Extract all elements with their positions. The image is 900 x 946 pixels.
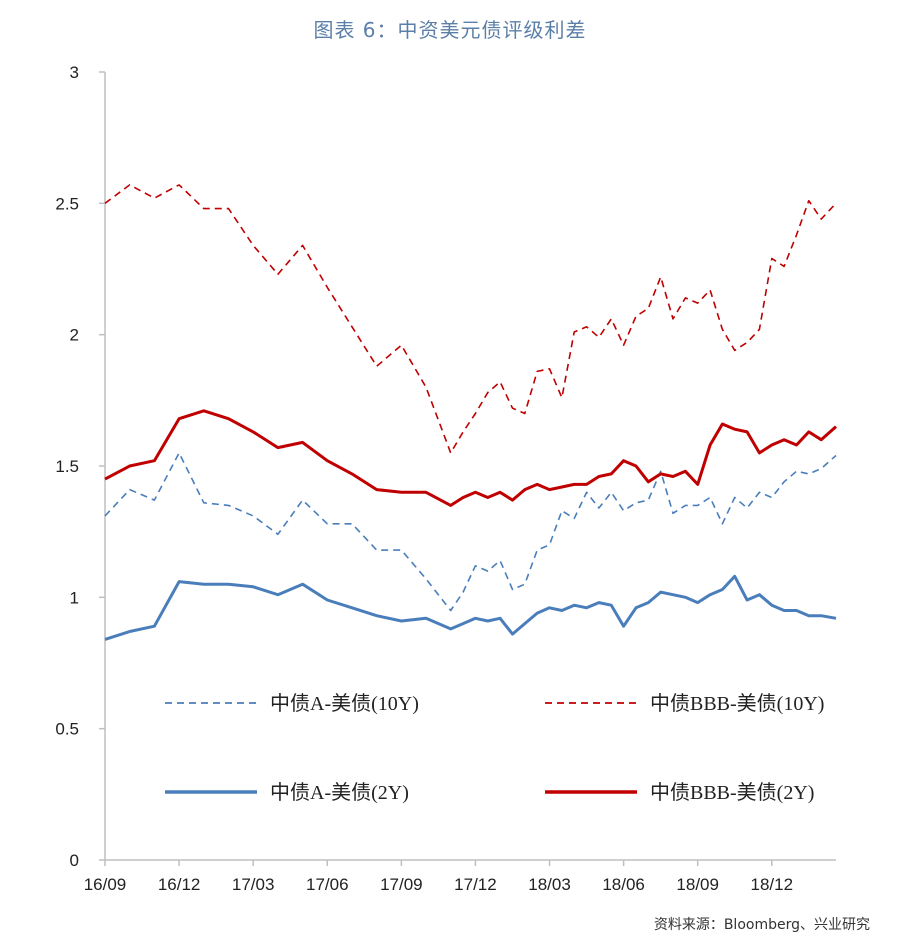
y-tick-label: 3 [70, 63, 79, 82]
legend-label-2: 中债BBB-美债(10Y) [650, 692, 824, 715]
y-tick-label: 1 [70, 588, 79, 607]
x-tick-label: 16/09 [84, 875, 127, 894]
x-tick-label: 17/03 [232, 875, 275, 894]
y-tick-label: 2 [70, 326, 79, 345]
y-tick-label: 1.5 [55, 457, 79, 476]
x-tick-label: 16/12 [158, 875, 201, 894]
series-line-3 [104, 574, 837, 641]
x-tick-label: 18/06 [602, 875, 645, 894]
source-note: 资料来源：Bloomberg、兴业研究 [653, 917, 870, 933]
x-tick-label: 18/12 [751, 875, 794, 894]
series-lines [104, 184, 837, 641]
chart-title: 图表 6：中资美元债评级利差 [313, 18, 587, 42]
x-axis-tick-labels: 16/09 16/12 17/03 17/06 17/09 17/12 18/03 18/06… [84, 875, 793, 894]
x-tick-label: 17/12 [454, 875, 497, 894]
legend-label-1: 中债A-美债(10Y) [270, 692, 419, 715]
legend: 中债A-美债(10Y) 中债BBB-美债(10Y) 中债A-美债(2Y) 中债BBB-… [165, 692, 824, 804]
legend-label-4: 中债BBB-美债(2Y) [650, 781, 814, 804]
legend-label-3: 中债A-美债(2Y) [270, 781, 409, 804]
y-tick-label: 0 [70, 851, 79, 870]
y-tick-label: 0.5 [55, 720, 79, 739]
series-line-1 [104, 452, 837, 612]
x-tick-label: 18/03 [528, 875, 571, 894]
series-line-2 [104, 184, 837, 454]
y-tick-label: 2.5 [55, 194, 79, 213]
series-line-4 [104, 409, 837, 507]
y-axis-tick-labels: 0 0.5 1 1.5 2 2.5 3 [55, 63, 79, 870]
x-tick-label: 17/06 [306, 875, 349, 894]
axes [99, 71, 836, 866]
x-tick-label: 17/09 [380, 875, 423, 894]
x-tick-label: 18/09 [676, 875, 719, 894]
